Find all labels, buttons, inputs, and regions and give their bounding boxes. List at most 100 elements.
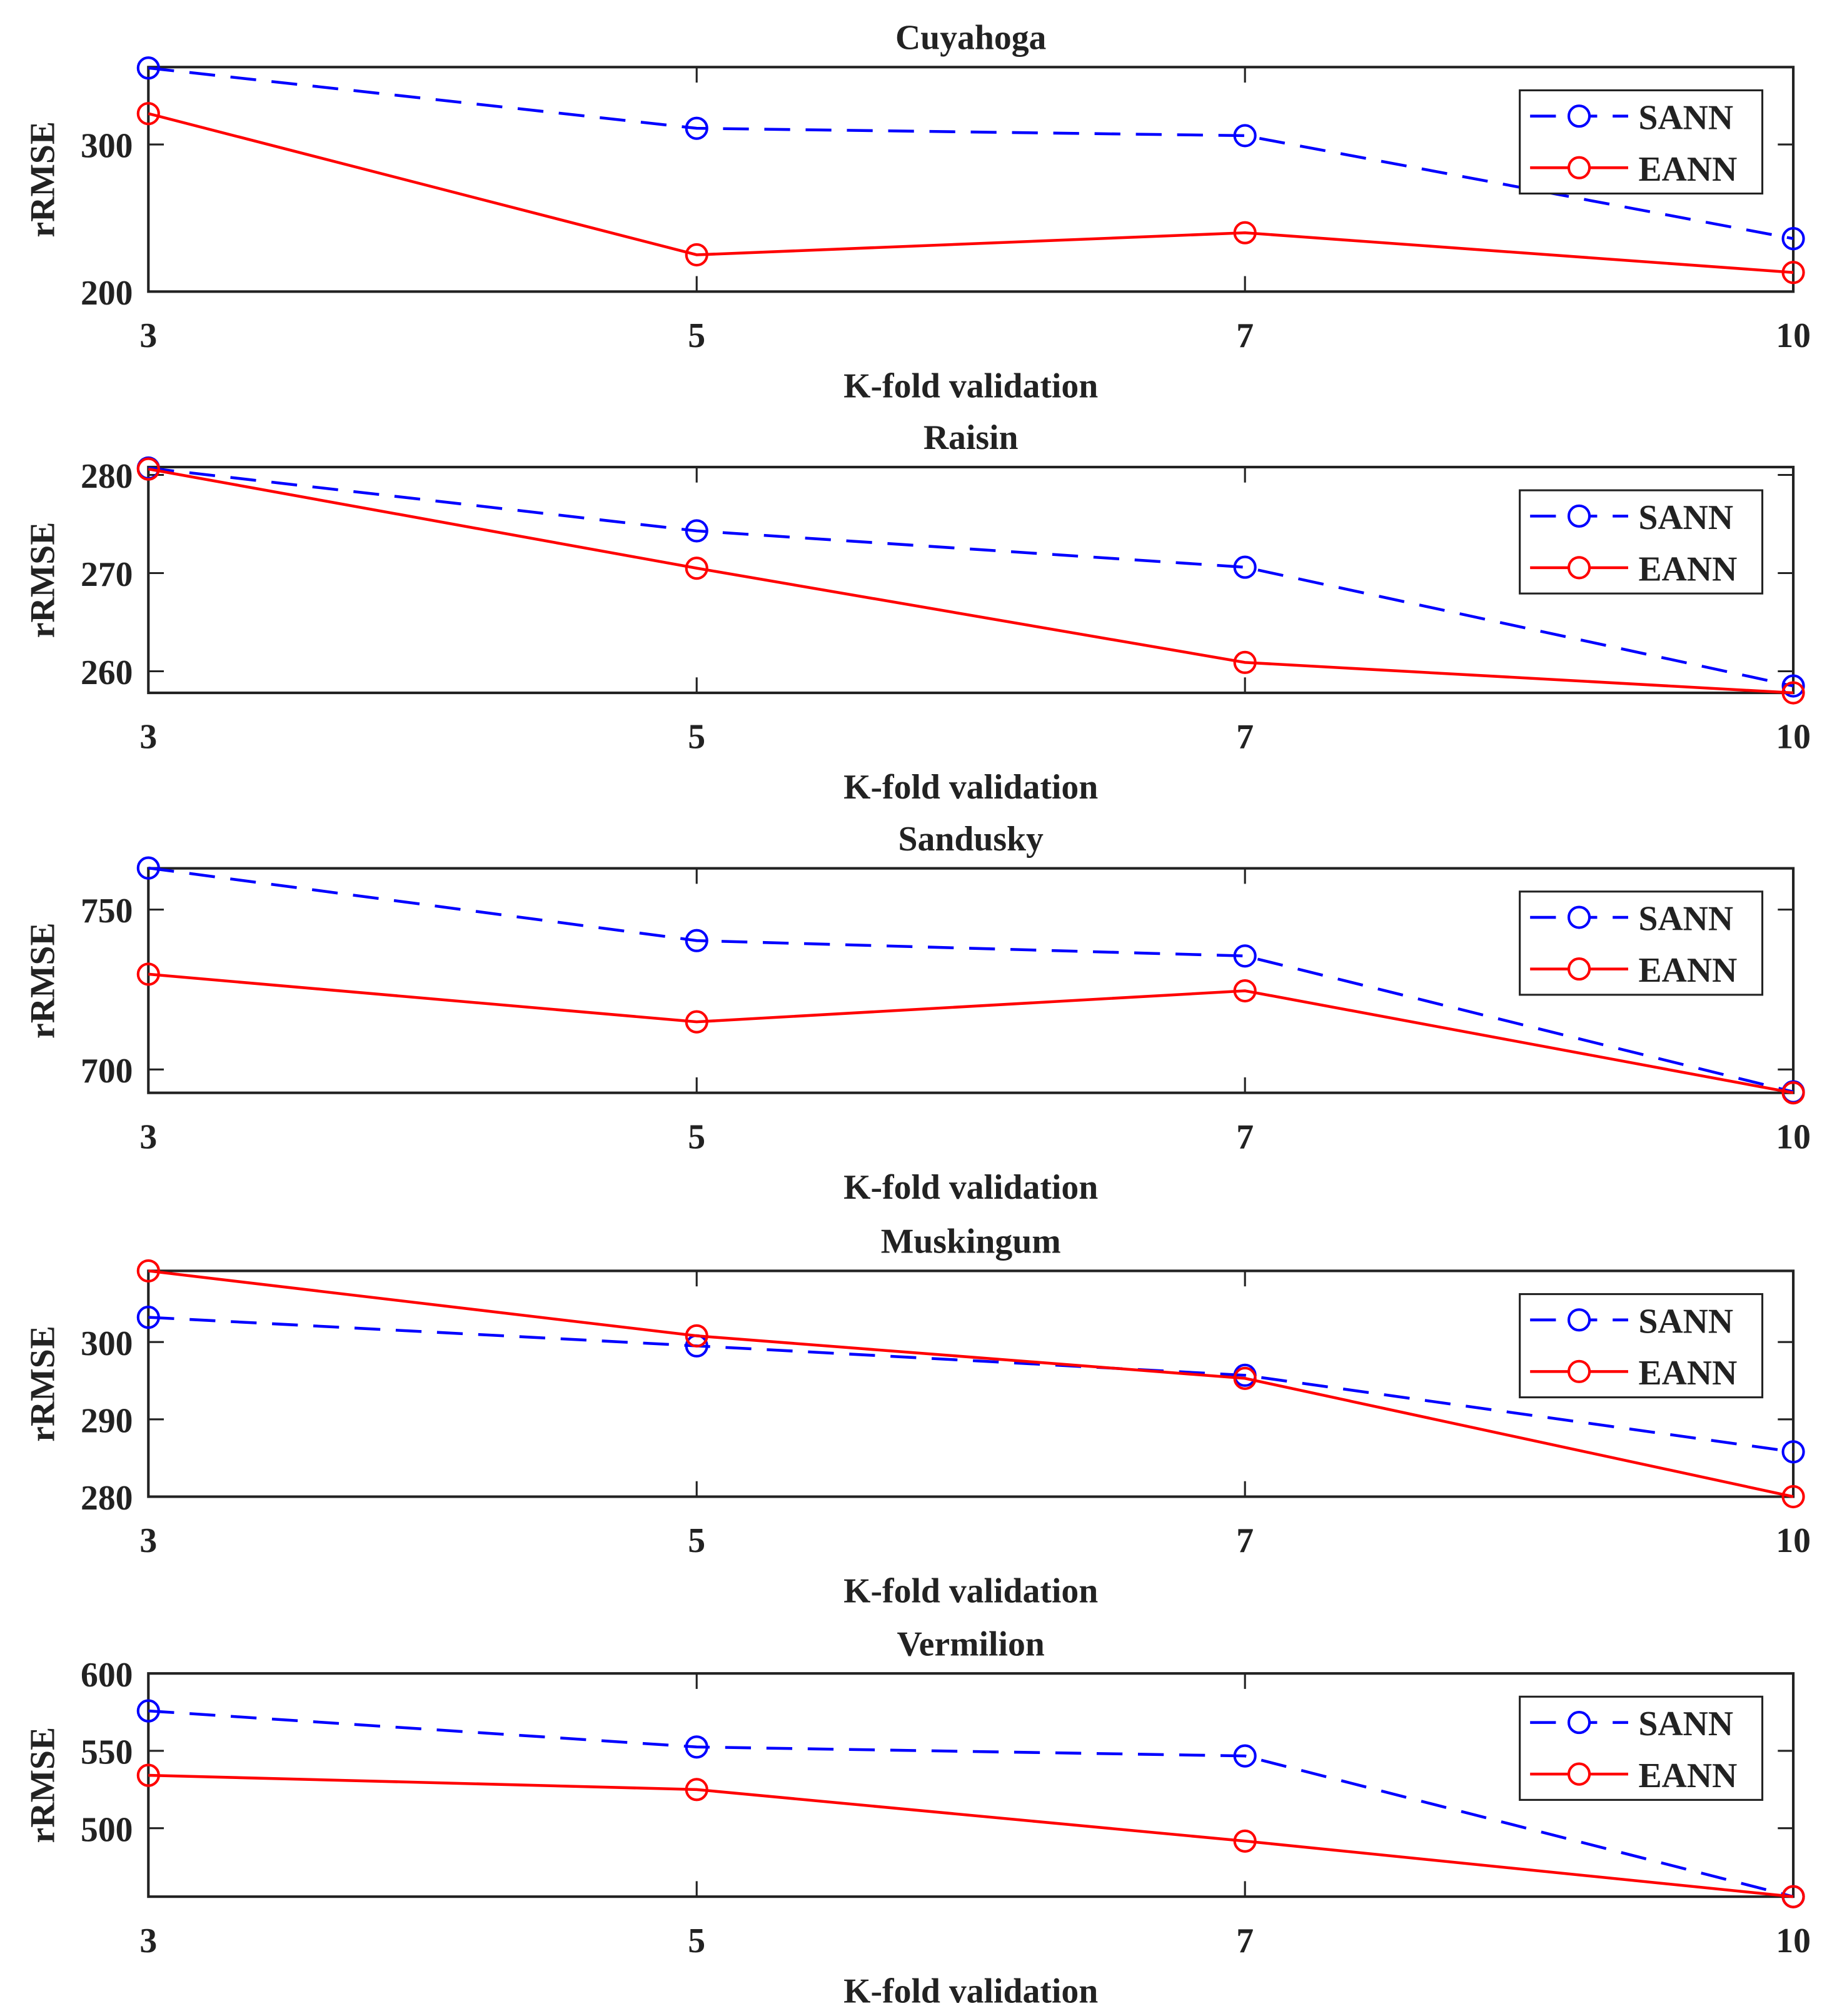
data-point-sann [1781, 1440, 1805, 1464]
x-tick-label: 5 [688, 1521, 705, 1560]
chart-title: Sandusky [898, 820, 1044, 859]
data-point-eann [1233, 221, 1257, 244]
chart-title: Cuyahoga [895, 18, 1047, 57]
legend-marker-eann [1567, 957, 1591, 981]
x-tick-label: 3 [139, 1521, 157, 1560]
legend-marker-eann [1567, 156, 1591, 179]
data-point-sann [685, 116, 708, 140]
series-line-eann [148, 1269, 1794, 1498]
legend-label-eann: EANN [1638, 951, 1737, 990]
data-point-sann [685, 929, 708, 952]
data-point-eann [685, 1010, 708, 1034]
y-tick-label: 750 [81, 892, 133, 930]
subplot-cuyahoga: Cuyahoga 3 5 7 10 200 300 K-fold validation rRMS… [24, 18, 1811, 405]
x-tick-label: 3 [139, 1922, 157, 1960]
y-tick-label: 300 [81, 127, 133, 166]
series-line-sann [148, 866, 1794, 1094]
data-point-eann [1781, 1484, 1805, 1509]
series-line-sann [148, 1709, 1794, 1898]
x-tick-label: 5 [688, 316, 705, 355]
y-tick-label: 270 [81, 555, 133, 594]
y-tick-label: 550 [81, 1733, 133, 1772]
legend-label-eann: EANN [1638, 1756, 1737, 1795]
y-axis-label: rRMSE [24, 922, 63, 1039]
data-point-sann [136, 856, 160, 880]
x-tick-label: 5 [688, 718, 705, 757]
legend-box [1519, 1695, 1764, 1801]
x-tick-label: 10 [1776, 1521, 1811, 1560]
data-point-eann [685, 1778, 708, 1802]
y-tick-label: 300 [81, 1324, 133, 1363]
x-tick-label: 5 [688, 1922, 705, 1960]
legend-label-sann: SANN [1638, 900, 1733, 939]
series-line-eann [148, 467, 1794, 695]
chart-title: Muskingum [881, 1222, 1061, 1261]
x-tick-label: 5 [688, 1117, 705, 1156]
y-axis-label: rRMSE [24, 1326, 63, 1442]
legend-box [1519, 89, 1764, 195]
data-point-eann [136, 962, 160, 986]
x-tick-label: 3 [139, 316, 157, 355]
data-point-eann [1233, 1829, 1257, 1853]
x-tick-label: 3 [139, 1117, 157, 1156]
data-point-eann [1781, 681, 1805, 705]
chart-title: Vermilion [897, 1625, 1045, 1663]
legend-label-eann: EANN [1638, 150, 1737, 189]
x-tick-label: 10 [1776, 718, 1811, 757]
x-tick-label: 7 [1236, 1521, 1254, 1560]
data-point-sann [136, 56, 160, 80]
legend-marker-sann [1567, 905, 1591, 929]
data-point-eann [1233, 1366, 1257, 1390]
legend-marker-eann [1567, 1762, 1591, 1786]
data-point-sann [1781, 227, 1805, 251]
series-line-eann [148, 972, 1794, 1094]
data-point-eann [685, 557, 708, 580]
data-point-sann [136, 1699, 160, 1723]
legend-marker-sann [1567, 104, 1591, 128]
y-axis-label: rRMSE [24, 121, 63, 238]
data-point-sann [136, 1306, 160, 1329]
legend-box [1519, 489, 1764, 595]
axes-box [147, 867, 1795, 1094]
y-tick-label: 700 [81, 1052, 133, 1091]
y-tick-label: 500 [81, 1810, 133, 1849]
data-point-eann [685, 243, 708, 267]
data-point-sann [685, 519, 708, 543]
y-tick-label: 600 [81, 1656, 133, 1695]
y-axis-label: rRMSE [24, 522, 63, 638]
axes-box [147, 1269, 1795, 1498]
subplot-sandusky: Sandusky 3 5 7 10 700 750 K-fold validation rRMS… [24, 820, 1811, 1207]
legend: SANN EANN [1519, 890, 1764, 996]
legend-label-sann: SANN [1638, 1302, 1733, 1341]
legend-marker-eann [1567, 1359, 1591, 1383]
y-tick-label: 280 [81, 1479, 133, 1518]
subplot-vermilion: Vermilion 3 5 7 10 500 550 600 K-fold validation… [24, 1625, 1811, 2010]
y-tick-label: 290 [81, 1401, 133, 1440]
series-line-sann [148, 466, 1794, 688]
legend-marker-eann [1567, 556, 1591, 580]
x-tick-label: 7 [1236, 1922, 1254, 1960]
data-point-sann [1233, 124, 1257, 148]
legend: SANN EANN [1519, 489, 1764, 595]
x-tick-label: 7 [1236, 718, 1254, 757]
data-point-eann [136, 1763, 160, 1787]
legend: SANN EANN [1519, 89, 1764, 195]
data-point-sann [1233, 1744, 1257, 1768]
x-axis-label: K-fold validation [843, 1572, 1098, 1611]
legend-marker-sann [1567, 504, 1591, 528]
x-axis-label: K-fold validation [843, 1168, 1098, 1207]
series-line-sann [148, 1316, 1794, 1454]
legend-box [1519, 890, 1764, 996]
data-point-eann [136, 102, 160, 126]
legend: SANN EANN [1519, 1293, 1764, 1399]
x-tick-label: 7 [1236, 316, 1254, 355]
data-point-eann [136, 457, 160, 481]
data-point-sann [1233, 555, 1257, 579]
subplot-raisin: Raisin 3 5 7 10 260 270 280 K-fold validation rRM… [24, 418, 1811, 807]
legend-label-eann: EANN [1638, 1354, 1737, 1393]
legend-label-eann: EANN [1638, 550, 1737, 589]
data-point-sann [1233, 944, 1257, 968]
legend-box [1519, 1293, 1764, 1399]
x-axis-label: K-fold validation [843, 768, 1098, 807]
